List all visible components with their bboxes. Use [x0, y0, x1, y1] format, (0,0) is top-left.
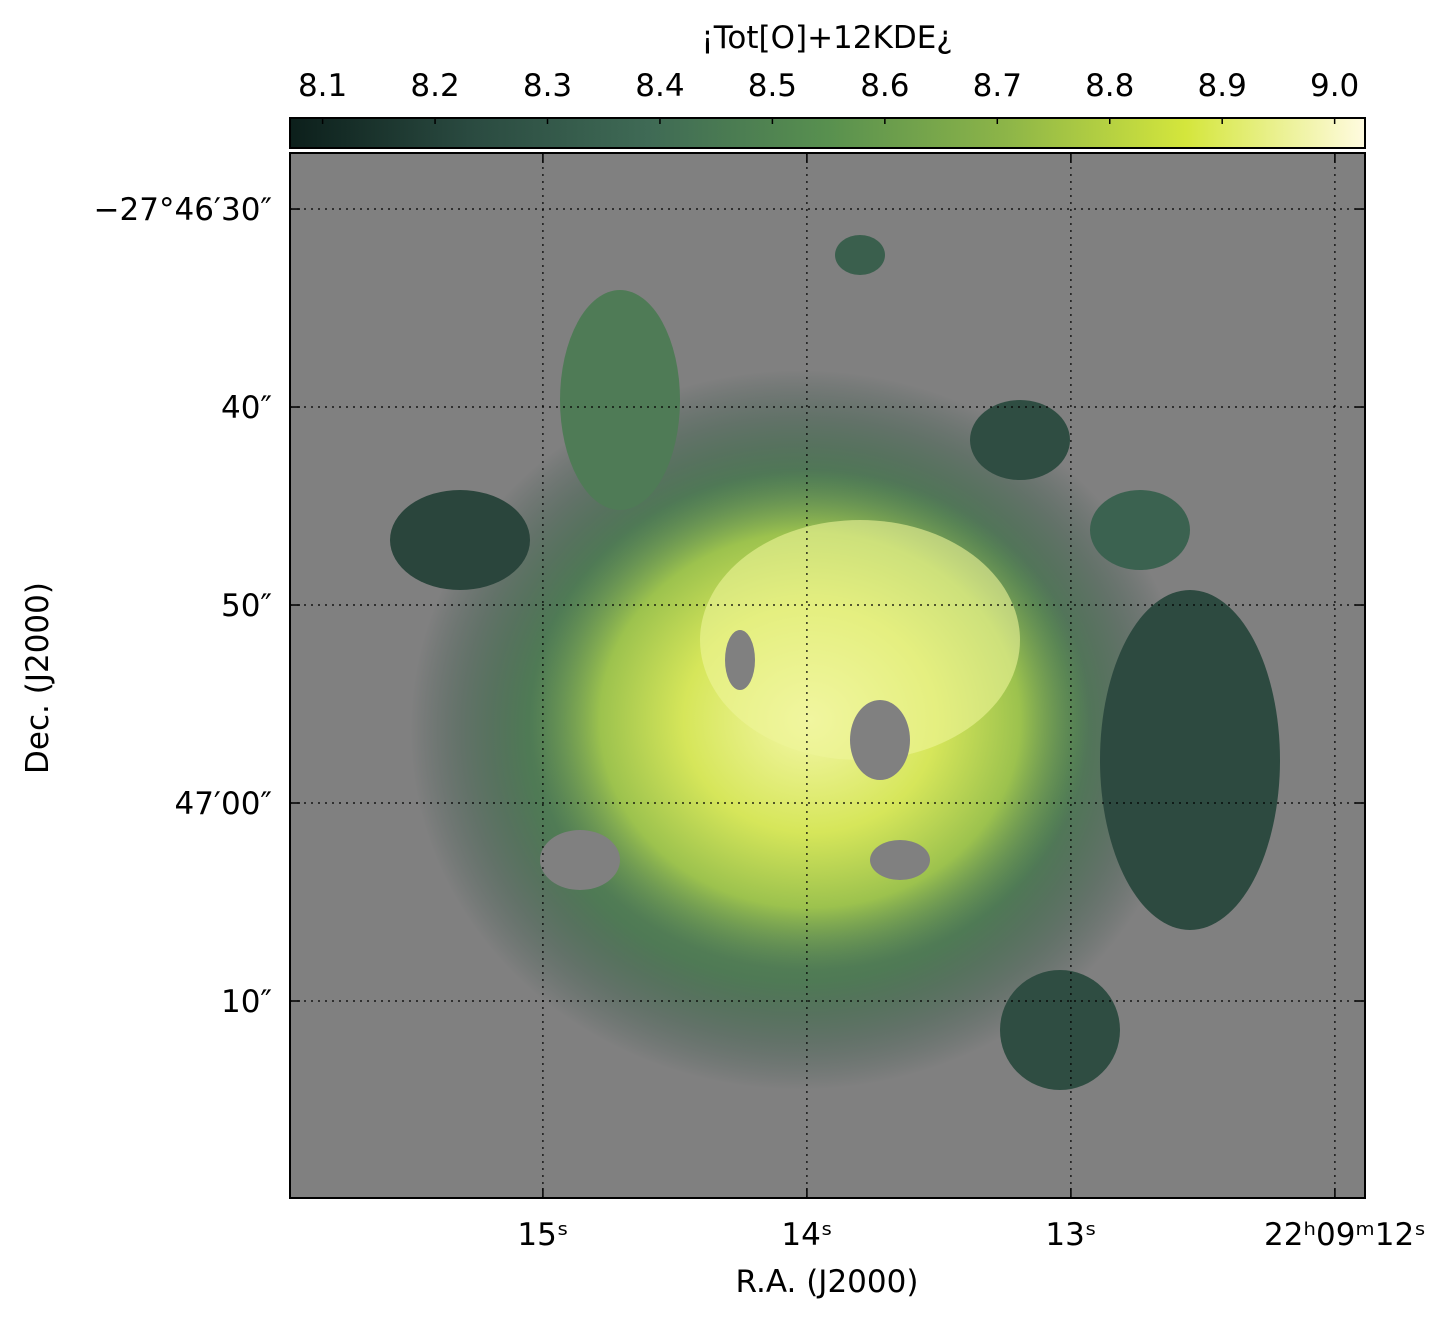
- colorbar-label: ¡Tot[O]+12KDE¿: [701, 20, 952, 56]
- x-tick-label: 15ˢ: [517, 1217, 568, 1253]
- colorbar-tick-label: 8.9: [1198, 68, 1247, 104]
- colorbar-tick-label: 8.4: [635, 68, 684, 104]
- colorbar-tick-label: 8.3: [523, 68, 572, 104]
- colorbar-tick-label: 8.8: [1085, 68, 1134, 104]
- colorbar-tick-label: 9.0: [1310, 68, 1359, 104]
- map-emission: [390, 235, 1280, 1090]
- plot-frame: [289, 152, 1366, 1199]
- y-tick-label: 50″: [221, 588, 272, 624]
- colorbar-tick-label: 8.1: [298, 68, 347, 104]
- colorbar-tick-label: 8.5: [748, 68, 797, 104]
- x-axis-label: R.A. (J2000): [736, 1264, 919, 1300]
- y-tick-label: 40″: [221, 390, 272, 426]
- x-tick-label: 13ˢ: [1045, 1217, 1096, 1253]
- x-tick-label: 22ʰ09ᵐ12ˢ: [1264, 1217, 1426, 1253]
- y-tick-label: −27°46′30″: [94, 192, 272, 228]
- y-tick-label: 10″: [221, 984, 272, 1020]
- x-tick-label: 14ˢ: [781, 1217, 832, 1253]
- colorbar-tick-label: 8.7: [973, 68, 1022, 104]
- y-tick-label: 47′00″: [174, 786, 272, 822]
- colorbar-tick-label: 8.2: [410, 68, 459, 104]
- y-axis-label: Dec. (J2000): [20, 582, 56, 774]
- image-area: [290, 153, 1365, 1198]
- colorbar-tick-label: 8.6: [860, 68, 909, 104]
- colorbar: [289, 117, 1366, 149]
